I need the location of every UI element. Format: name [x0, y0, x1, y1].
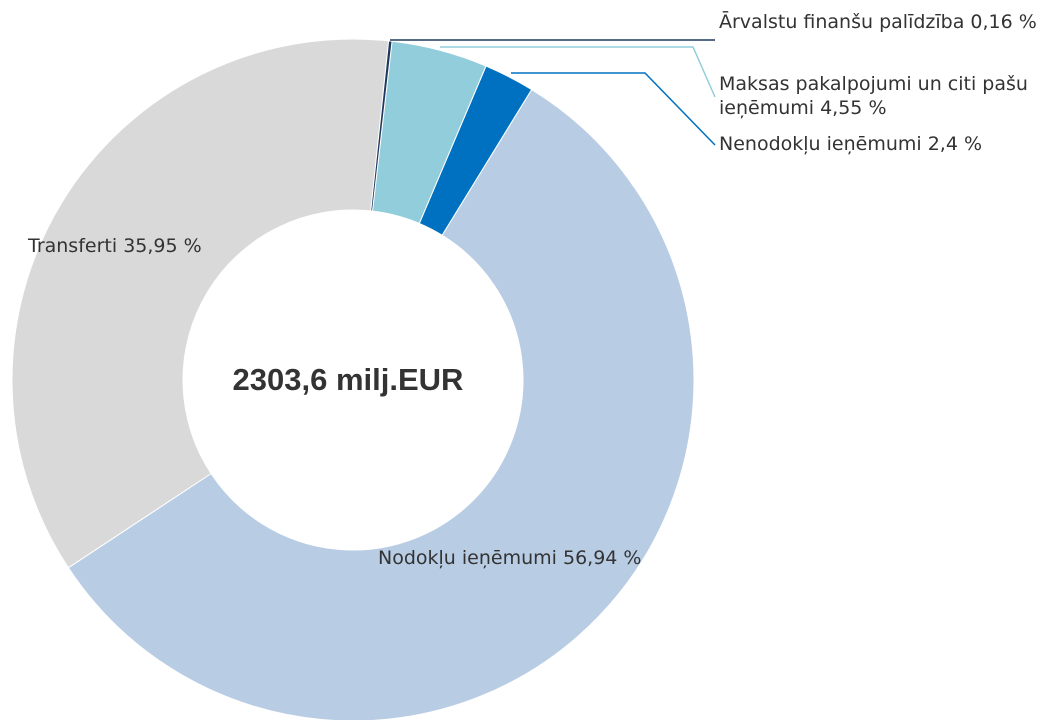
value-label: 0,16 % [970, 11, 1037, 33]
slice [11, 38, 390, 569]
leader-line [440, 46, 716, 98]
slice-label: Ārvalstu finanšu palīdzība 0,16 % [719, 10, 1039, 34]
category-name: Maksas pakalpojumi un citi pašu ieņēmumi [719, 73, 1028, 119]
slice-label: Transferti 35,95 % [28, 234, 268, 258]
slice-label: Nodokļu ieņēmumi 56,94 % [378, 546, 718, 570]
leader-line [511, 72, 716, 146]
slice-label: Nenodokļu ieņēmumi 2,4 % [719, 132, 1043, 156]
category-name: Ārvalstu finanšu palīdzība [719, 11, 965, 33]
category-name: Transferti [28, 235, 118, 257]
slice [67, 88, 695, 720]
slice [370, 40, 393, 212]
center-label: 2303,6 milj.EUR [233, 362, 464, 397]
category-name: Nodokļu ieņēmumi [378, 547, 557, 569]
slice-label: Maksas pakalpojumi un citi pašu ieņēmumi… [719, 72, 1039, 120]
slice [371, 40, 487, 225]
value-label: 2,4 % [927, 133, 983, 155]
category-name: Nenodokļu ieņēmumi [719, 133, 922, 155]
value-label: 35,95 % [123, 235, 202, 257]
value-label: 56,94 % [562, 547, 642, 569]
value-label: 4,55 % [820, 97, 887, 119]
slice [418, 65, 533, 236]
